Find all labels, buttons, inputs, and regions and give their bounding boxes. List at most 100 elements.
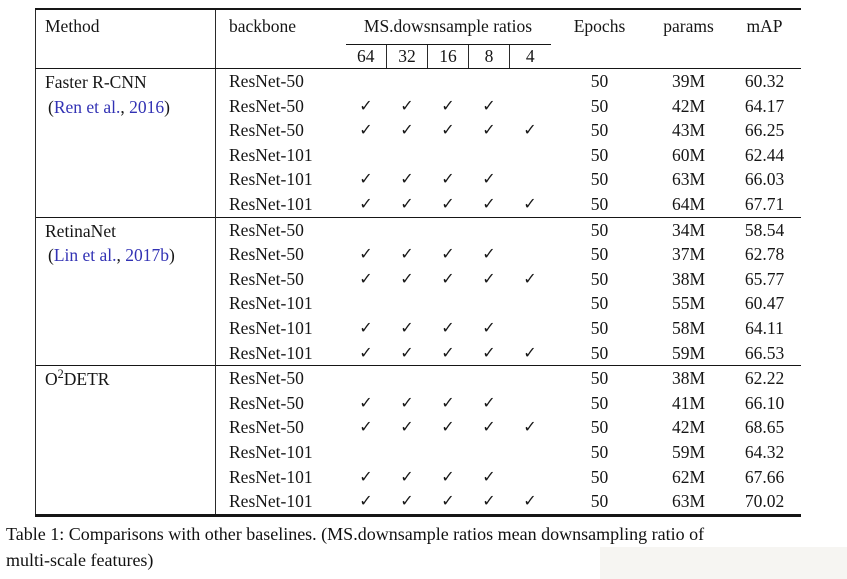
map-cell: 67.66: [744, 466, 785, 487]
backbone-cell: ResNet-101: [229, 466, 313, 487]
ms-ratio-cell: [510, 143, 551, 168]
ms-ratio-cell: ✓: [387, 94, 428, 119]
ms-ratio-cell: ✓: [387, 192, 428, 217]
ms-ratio-cell: ✓: [346, 267, 387, 292]
column-header-epochs: Epochs: [550, 9, 649, 69]
ms-ratio-cell: ✓: [387, 341, 428, 366]
column-header-backbone: backbone: [215, 9, 346, 69]
ms-ratio-cell: [509, 67, 551, 94]
map-cell: 66.10: [744, 392, 785, 413]
citation-year-link[interactable]: 2017b: [125, 245, 170, 266]
ms-ratio-cell: ✓: [387, 465, 428, 490]
check-icon: ✓: [441, 169, 455, 189]
column-header-method: Method: [35, 9, 216, 69]
ms-ratio-cell: ✓: [346, 242, 387, 267]
check-icon: ✓: [482, 491, 496, 511]
backbone-cell: ResNet-101: [229, 491, 313, 512]
epochs-cell: 50: [590, 417, 609, 438]
check-icon: ✓: [441, 392, 455, 412]
table-row: ResNet-101 ✓ ✓ ✓ ✓ ✓ 50 63M 70.02: [36, 489, 801, 515]
check-icon: ✓: [441, 491, 455, 511]
ms-ratio-cell: ✓: [469, 94, 510, 119]
epochs-cell: 50: [590, 169, 609, 190]
epochs-cell: 50: [590, 244, 609, 265]
table-row: ResNet-101 ✓ ✓ ✓ ✓ 50 62M 67.66: [36, 465, 801, 490]
check-icon: ✓: [359, 268, 373, 288]
map-cell: 66.25: [744, 120, 785, 141]
table-row: Faster R-CNN (Ren et al., 2016) ResNet-50 5…: [35, 67, 801, 218]
ms-ratio-cell: ✓: [469, 242, 510, 267]
check-icon: ✓: [482, 95, 496, 115]
method-cell: Faster R-CNN (Ren et al., 2016): [35, 68, 216, 218]
ms-ratio-cell: ✓: [510, 341, 551, 366]
method-cell: O2DETR: [35, 365, 216, 516]
citation: (Ren et al., 2016): [36, 95, 215, 120]
table-row: O2DETR ResNet-50 50 38M 62.22: [35, 365, 801, 516]
ms-ratio-cell: ✓: [469, 316, 510, 341]
check-icon: ✓: [482, 268, 496, 288]
ms-ratio-cell: [510, 167, 551, 192]
ms-ratio-cell: [469, 440, 510, 465]
ms-ratio-cell: [469, 291, 510, 316]
map-cell: 58.54: [728, 216, 801, 243]
check-icon: ✓: [400, 193, 414, 213]
check-icon: ✓: [523, 491, 537, 511]
check-icon: ✓: [359, 417, 373, 437]
ms-ratio-cell: ✓: [469, 267, 510, 292]
citation: (Lin et al., 2017b): [36, 243, 215, 268]
ms-ratio-cell: ✓: [346, 167, 387, 192]
check-icon: ✓: [482, 466, 496, 486]
citation-authors-link[interactable]: Ren et al.: [53, 96, 121, 117]
check-icon: ✓: [359, 244, 373, 264]
citation-close-paren: ): [169, 245, 175, 266]
table-row: ResNet-101 ✓ ✓ ✓ ✓ ✓ 50 64M 67.71: [36, 192, 801, 217]
ms-ratio-cell: ✓: [469, 465, 510, 490]
ms-ratio-cell: ✓: [387, 316, 428, 341]
method-name-text: Faster R-CNN: [45, 72, 147, 92]
table-caption-line1: Table 1: Comparisons with other baseline…: [6, 524, 705, 544]
check-icon: ✓: [482, 169, 496, 189]
backbone-cell: ResNet-101: [229, 293, 313, 314]
check-icon: ✓: [523, 342, 537, 362]
table-row: ResNet-101 ✓ ✓ ✓ ✓ 50 58M 64.11: [36, 316, 801, 341]
subcolumn-header-4: 4: [509, 44, 551, 69]
backbone-cell: ResNet-101: [229, 317, 313, 338]
ms-ratio-cell: [427, 216, 469, 243]
epochs-cell: 50: [590, 193, 609, 214]
epochs-cell: 50: [590, 120, 609, 141]
check-icon: ✓: [523, 417, 537, 437]
epochs-cell: 50: [590, 491, 609, 512]
map-cell: 68.65: [744, 417, 785, 438]
ms-ratio-cell: [510, 391, 551, 416]
citation-open-paren: (: [48, 245, 54, 266]
citation-close-paren: ): [164, 96, 170, 117]
ms-ratio-cell: [346, 291, 387, 316]
check-icon: ✓: [482, 317, 496, 337]
map-cell: 64.32: [744, 441, 785, 462]
table-caption-line2: multi-scale features): [6, 550, 154, 570]
ms-ratio-cell: [509, 365, 551, 391]
method-name-text: O: [45, 369, 58, 390]
params-cell: 63M: [671, 491, 706, 512]
table-row: ResNet-50 ✓ ✓ ✓ ✓ ✓ 50 43M 66.25: [36, 118, 801, 143]
table-body: Faster R-CNN (Ren et al., 2016) ResNet-50 5…: [35, 67, 801, 516]
check-icon: ✓: [400, 244, 414, 264]
backbone-cell: ResNet-101: [229, 169, 313, 190]
backbone-cell: ResNet-50: [229, 95, 304, 116]
check-icon: ✓: [523, 268, 537, 288]
params-cell: 42M: [671, 95, 706, 116]
ms-ratio-cell: [387, 143, 428, 168]
table-row: ResNet-50 ✓ ✓ ✓ ✓ 50 41M 66.10: [36, 391, 801, 416]
epochs-cell: 50: [550, 216, 649, 243]
epochs-cell: 50: [590, 441, 609, 462]
ms-ratio-cell: ✓: [428, 341, 469, 366]
backbone-cell: ResNet-50: [215, 216, 346, 243]
backbone-cell: ResNet-101: [229, 342, 313, 363]
check-icon: ✓: [400, 169, 414, 189]
check-icon: ✓: [400, 95, 414, 115]
citation-authors-link[interactable]: Lin et al.: [53, 245, 117, 266]
ms-ratio-cell: ✓: [428, 267, 469, 292]
table-row: ResNet-101 ✓ ✓ ✓ ✓ 50 63M 66.03: [36, 167, 801, 192]
check-icon: ✓: [482, 342, 496, 362]
citation-year-link[interactable]: 2016: [129, 96, 165, 117]
